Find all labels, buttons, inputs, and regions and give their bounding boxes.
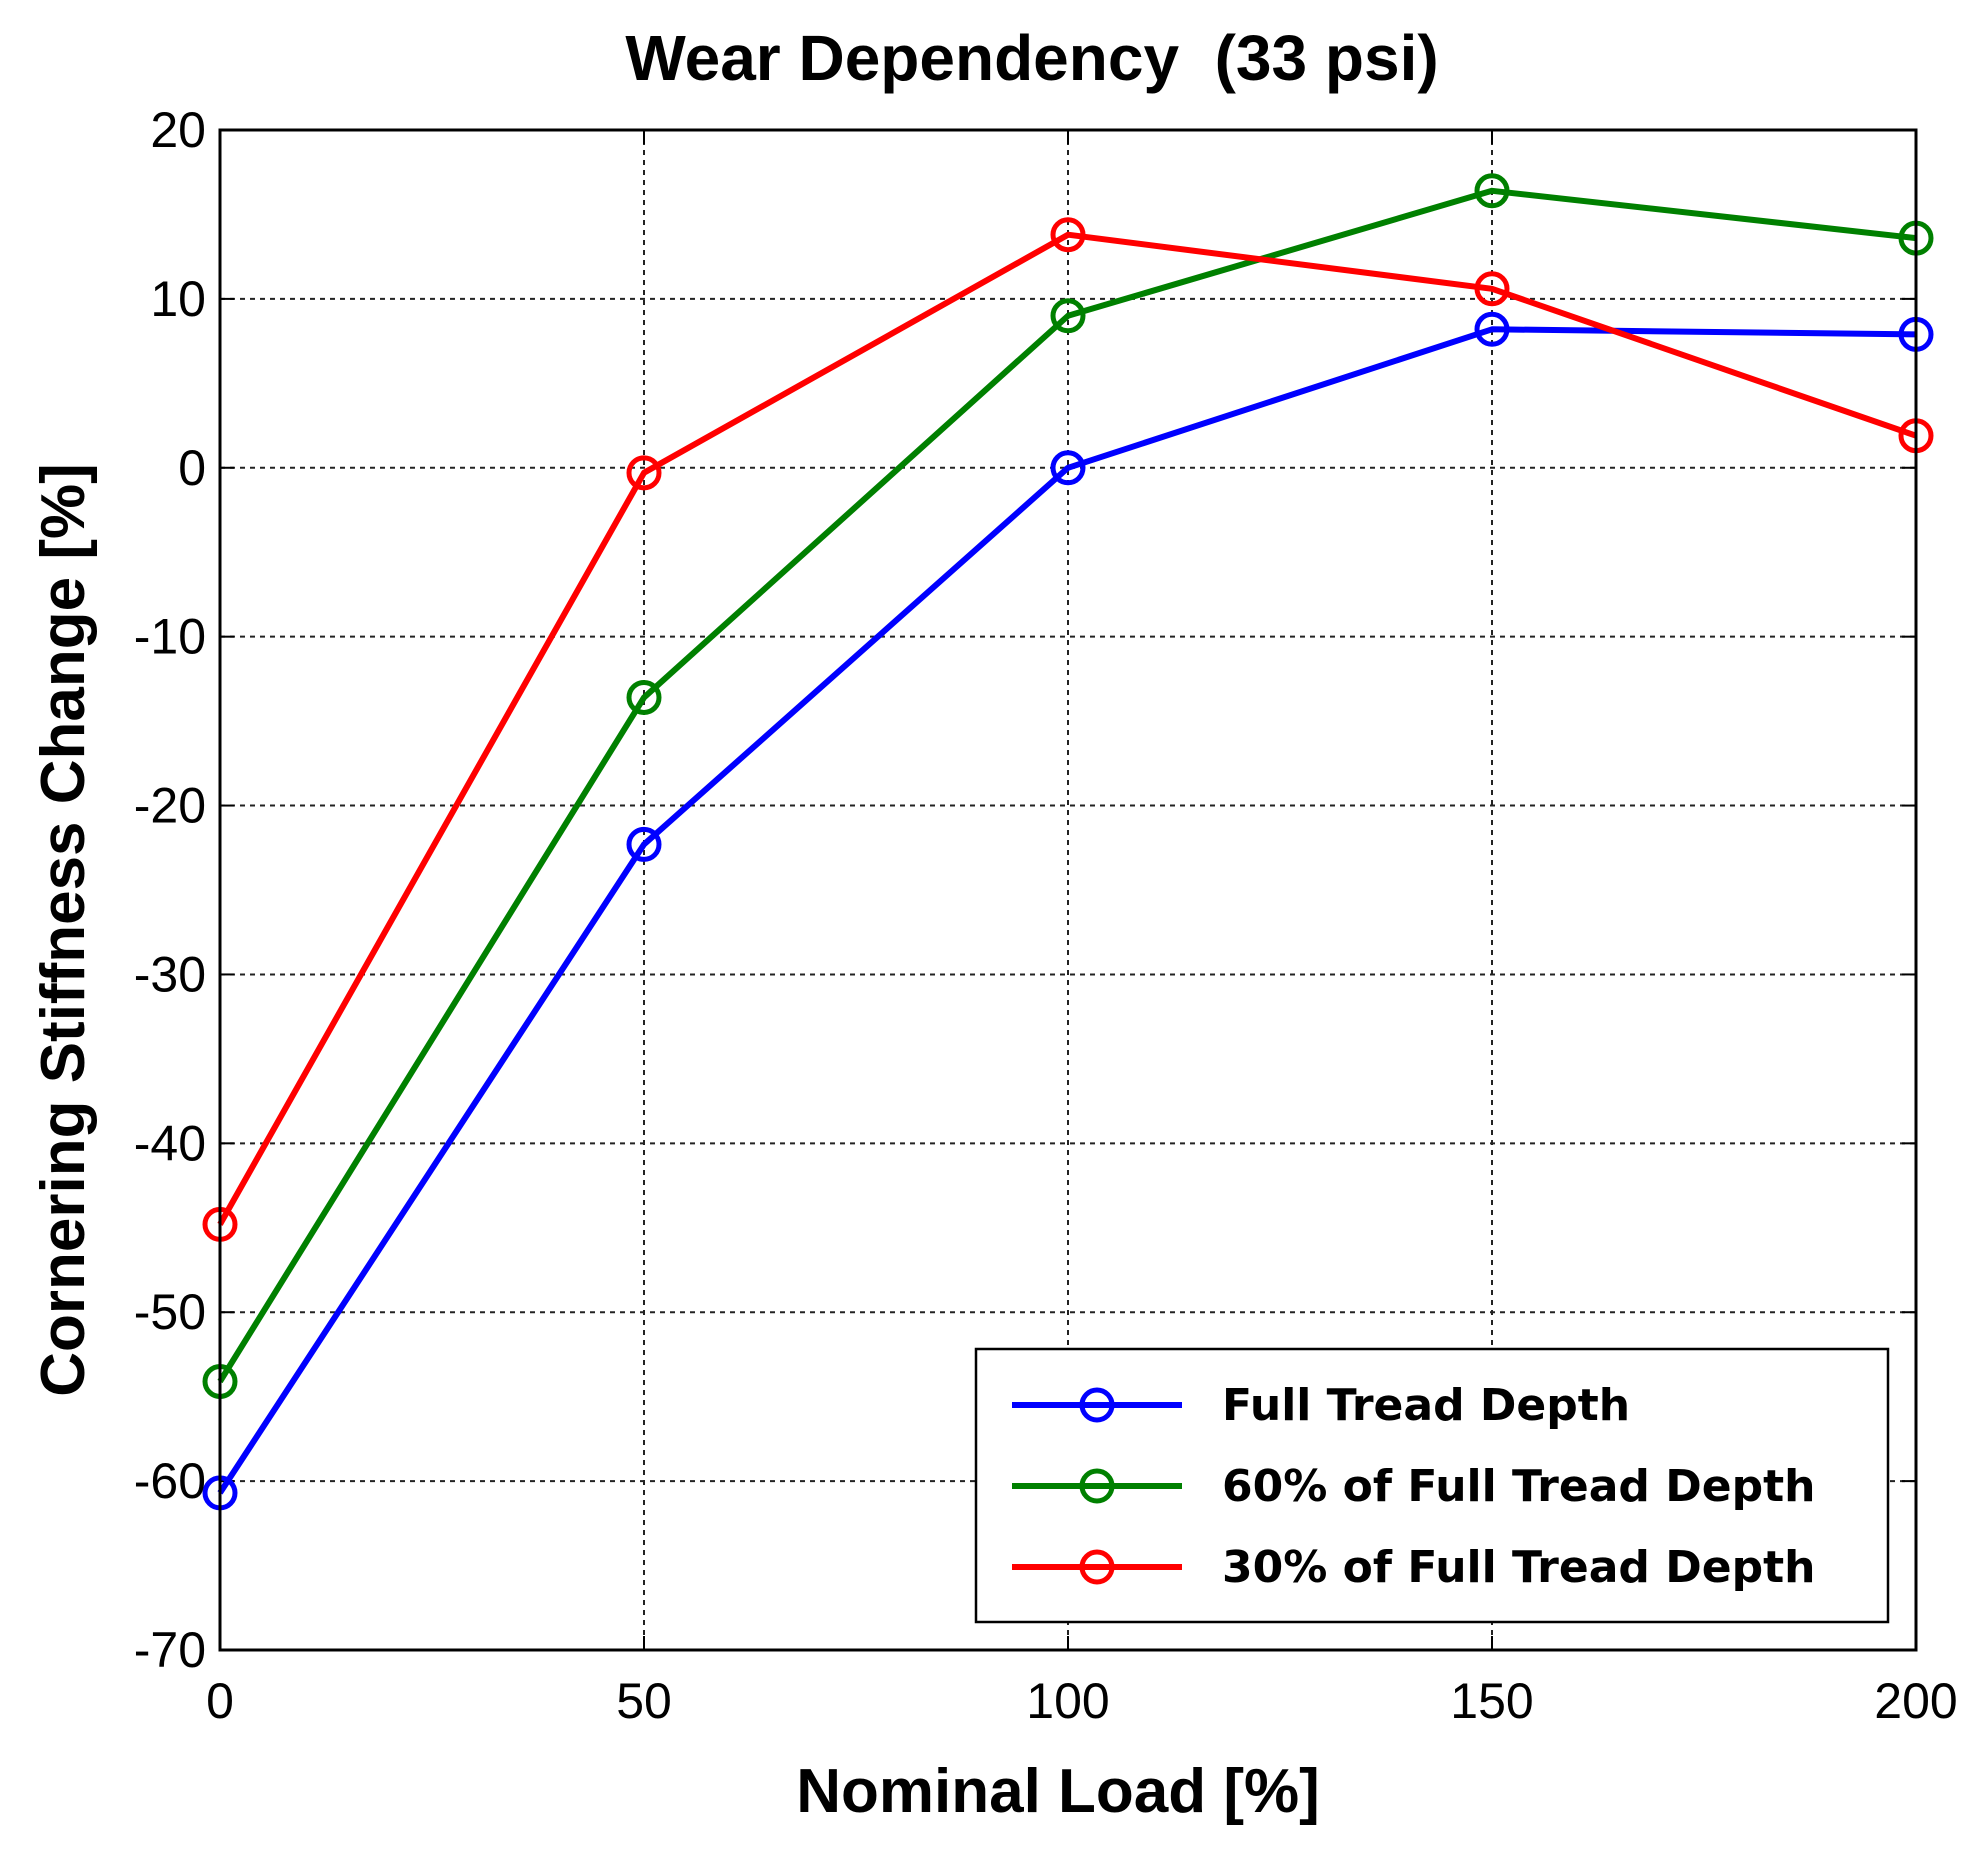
chart-title: Wear Dependency (33 psi) bbox=[625, 22, 1438, 94]
y-tick-label: -30 bbox=[134, 946, 206, 1002]
grid bbox=[219, 129, 1917, 1651]
data-point bbox=[1050, 450, 1086, 486]
legend: Full Tread Depth 60% of Full Tread Depth 3… bbox=[974, 1347, 1890, 1624]
y-tick-label: -20 bbox=[134, 778, 206, 834]
plot-area-frame bbox=[218, 128, 1918, 1652]
series-line bbox=[217, 326, 1917, 1495]
data-point bbox=[1474, 311, 1510, 347]
data-point bbox=[1050, 298, 1086, 334]
x-tick-labels: 0 50 100 150 200 bbox=[206, 1673, 1958, 1729]
legend-label: 60% of Full Tread Depth bbox=[1222, 1461, 1815, 1512]
y-tick-label: 10 bbox=[150, 271, 206, 327]
x-tick-label: 100 bbox=[1026, 1673, 1109, 1729]
data-point bbox=[626, 826, 662, 862]
y-tick-label: 20 bbox=[150, 102, 206, 158]
y-tick-label: -10 bbox=[134, 609, 206, 665]
x-tick-label: 150 bbox=[1450, 1673, 1533, 1729]
x-tick-label: 200 bbox=[1874, 1673, 1957, 1729]
x-axis-label: Nominal Load [%] bbox=[796, 1757, 1320, 1826]
y-tick-label: -60 bbox=[134, 1453, 206, 1509]
data-point bbox=[626, 455, 662, 491]
legend-label: Full Tread Depth bbox=[1222, 1380, 1630, 1431]
data-point bbox=[1474, 271, 1510, 307]
y-axis-label: Cornering Stiffness Change [%] bbox=[29, 463, 98, 1397]
data-point bbox=[1050, 217, 1086, 253]
legend-label: 30% of Full Tread Depth bbox=[1222, 1542, 1815, 1593]
data-point bbox=[1474, 173, 1510, 209]
y-tick-label: -50 bbox=[134, 1284, 206, 1340]
y-tick-label: 0 bbox=[178, 440, 206, 496]
data-point bbox=[626, 679, 662, 715]
legend-marker bbox=[1079, 1549, 1115, 1585]
y-tick-label: -40 bbox=[134, 1115, 206, 1171]
legend-marker bbox=[1079, 1468, 1115, 1504]
y-tick-labels: 20 10 0 -10 -20 -30 -40 -50 -60 -70 bbox=[134, 102, 206, 1678]
x-tick-label: 50 bbox=[616, 1673, 672, 1729]
legend-entry: 30% of Full Tread Depth bbox=[1012, 1542, 1815, 1593]
legend-entry: Full Tread Depth bbox=[1012, 1380, 1630, 1431]
y-tick-label: -70 bbox=[134, 1622, 206, 1678]
legend-marker bbox=[1079, 1387, 1115, 1423]
x-tick-label: 0 bbox=[206, 1673, 234, 1729]
series-line bbox=[217, 187, 1917, 1384]
legend-entry: 60% of Full Tread Depth bbox=[1012, 1461, 1815, 1512]
series-line bbox=[217, 231, 1917, 1226]
